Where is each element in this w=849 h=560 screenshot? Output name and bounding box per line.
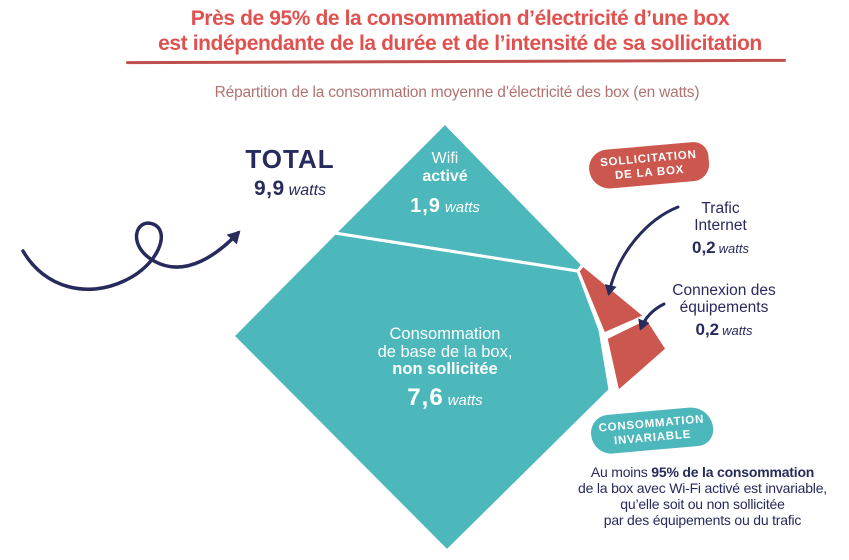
trafic-value: 0,2 watts (668, 239, 773, 257)
total-number: 9,9 (253, 177, 285, 200)
footnote-line-1-bold: 95% de la consommation (651, 464, 815, 480)
total-annotation: TOTAL 9,9 watts (235, 144, 345, 201)
title-line-1: Près de 95% de la consommation d’électri… (190, 7, 730, 30)
title-line-2: est indépendante de la durée et de l’int… (158, 32, 762, 55)
trafic-line-2: Internet (694, 217, 747, 234)
base-unit: watts (447, 391, 483, 409)
trafic-line-1: Trafic (701, 200, 740, 217)
base-value: 7,6 watts (335, 385, 555, 409)
trafic-number: 0,2 (692, 238, 716, 257)
connexion-wedge-shape (604, 316, 669, 394)
trafic-arrow (604, 205, 680, 296)
total-unit: watts (288, 182, 327, 199)
connexion-value: 0,2 watts (650, 321, 798, 339)
total-label: TOTAL (245, 144, 335, 174)
base-line-2: de base de la box, (377, 342, 513, 361)
footnote-line-4: par des équipements ou du trafic (603, 512, 802, 528)
base-number: 7,6 (407, 383, 444, 411)
footnote-line-1-normal: Au moins (590, 464, 652, 480)
connexion-line-2: équipements (679, 299, 769, 316)
wifi-value: 1,9 watts (385, 195, 505, 217)
footnote-line-3: qu’elle soit ou non sollicitée (620, 496, 785, 512)
trafic-unit: watts (718, 241, 749, 256)
footnote-line-1: Au moins 95% de la consommation (556, 464, 849, 480)
chart-subtitle: Répartition de la consommation moyenne d… (214, 84, 700, 101)
wifi-unit: watts (444, 199, 480, 216)
base-line-1: Consommation (389, 325, 501, 343)
connexion-line-1: Connexion des (672, 282, 776, 299)
wifi-line-1: Wifi (431, 150, 459, 167)
footnote-line-2: de la box avec Wi-Fi activé est invariab… (578, 480, 827, 496)
page-title: Près de 95% de la consommation d’électri… (60, 6, 849, 56)
base-segment-label: Consommation de base de la box, non soll… (335, 325, 555, 409)
wifi-segment-label: Wifi activé 1,9 watts (385, 150, 505, 217)
connexion-arrow (638, 302, 666, 331)
wifi-number: 1,9 (410, 195, 441, 217)
total-loop-arrow (21, 221, 241, 291)
connexion-number: 0,2 (695, 320, 720, 339)
connexion-callout: Connexion des équipements 0,2 watts (650, 282, 798, 339)
total-value: 9,9 watts (235, 177, 345, 201)
trafic-wedge-shape (576, 263, 647, 336)
wifi-line-2: activé (422, 168, 468, 185)
footnote: Au moins 95% de la consommation de la bo… (556, 464, 849, 528)
connexion-unit: watts (722, 323, 753, 338)
trafic-callout: Trafic Internet 0,2 watts (668, 200, 773, 257)
base-line-3: non sollicitée (392, 360, 498, 378)
